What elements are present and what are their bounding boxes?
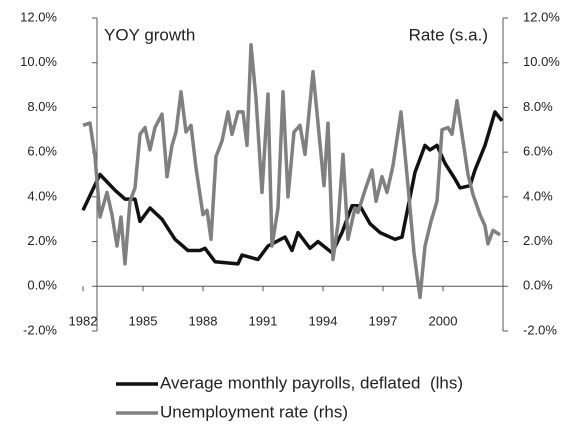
x-tick-label: 1997 <box>369 313 398 328</box>
line-series <box>82 43 501 300</box>
y-tick-label: -2.0% <box>23 322 57 337</box>
y2-tick-label: 12.0% <box>523 9 560 24</box>
y2-tick-label: 10.0% <box>523 54 560 69</box>
legend-label: Unemployment rate (rhs) <box>160 402 348 421</box>
y-tick-label: 0.0% <box>27 278 57 293</box>
y2-tick-label: 8.0% <box>523 99 553 114</box>
line-series <box>81 110 504 266</box>
y-tick-label: 4.0% <box>27 188 57 203</box>
x-tick-label: 1991 <box>249 313 278 328</box>
y2-tick-label: 0.0% <box>523 278 553 293</box>
left-axis-note: YOY growth <box>104 25 195 44</box>
y-tick-label: 6.0% <box>27 144 57 159</box>
y2-tick-label: 2.0% <box>523 233 553 248</box>
y2-tick-label: 4.0% <box>523 188 553 203</box>
y-tick-label: 8.0% <box>27 99 57 114</box>
legend-label: Average monthly payrolls, deflated (lhs) <box>160 373 463 392</box>
right-axis-note: Rate (s.a.) <box>409 25 488 44</box>
x-tick-label: 1988 <box>189 313 218 328</box>
y-tick-label: 2.0% <box>27 233 57 248</box>
y-tick-label: 10.0% <box>20 54 57 69</box>
y2-tick-label: 6.0% <box>523 144 553 159</box>
x-tick-label: 1985 <box>129 313 158 328</box>
x-tick-label: 1994 <box>309 313 338 328</box>
y-tick-label: 12.0% <box>20 9 57 24</box>
y2-tick-label: -2.0% <box>523 322 557 337</box>
x-tick-label: 1982 <box>69 313 98 328</box>
x-tick-label: 2000 <box>429 313 458 328</box>
